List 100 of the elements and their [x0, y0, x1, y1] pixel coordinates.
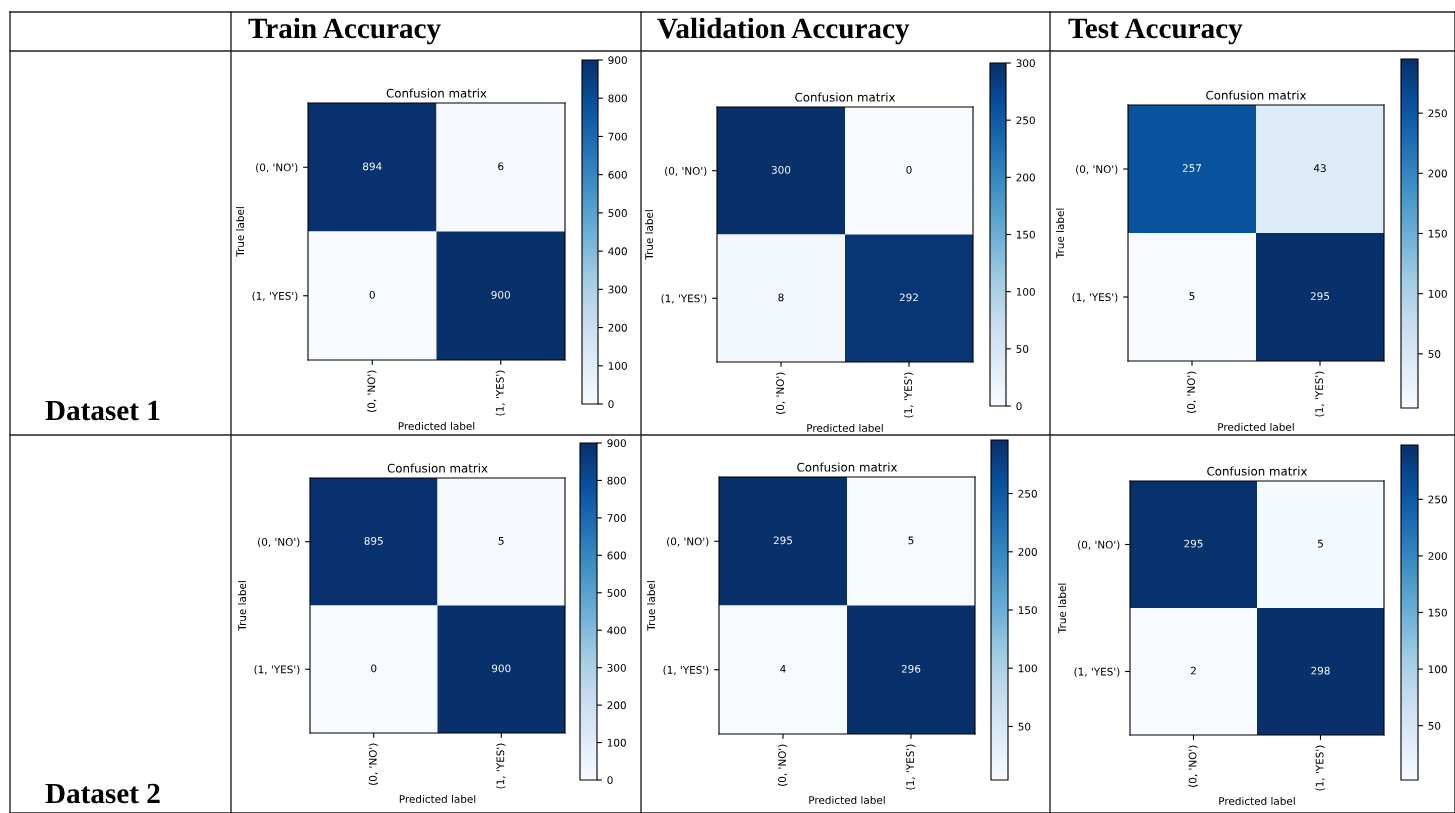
color-bar-label: 100	[608, 362, 627, 370]
color-bar-label: 0	[607, 776, 613, 785]
data-label: 2	[1190, 666, 1196, 675]
x-tick-label: (0, 'NO')	[1186, 371, 1197, 413]
color-bar-label: 250	[1428, 109, 1447, 118]
y-axis-title: True label	[235, 207, 245, 257]
color-bar-label: 250	[1018, 489, 1037, 498]
y-axis-title: True label	[644, 210, 654, 260]
color-bar-label: 100	[1018, 664, 1037, 673]
chart-title: Confusion matrix	[795, 92, 896, 102]
color-bar-label: 800	[608, 94, 627, 103]
data-label: 6	[498, 162, 504, 171]
color-bar-label: 100	[607, 738, 626, 747]
data-label: 0	[906, 165, 912, 174]
data-label: 8	[778, 293, 784, 302]
chart-title: Confusion matrix	[386, 88, 487, 98]
y-tick-label: (1, 'YES')	[252, 291, 298, 302]
data-label: 0	[369, 290, 375, 299]
y-tick-label: (0, 'NO')	[667, 537, 709, 547]
x-tick-label: (0, 'NO')	[1188, 745, 1198, 787]
y-tick-label: (0, 'NO')	[256, 163, 298, 173]
data-label: 4	[780, 665, 786, 673]
data-label: 900	[491, 664, 511, 673]
y-tick-label: (1, 'YES')	[661, 294, 707, 304]
data-label: 43	[1313, 164, 1326, 173]
color-bar-label: 800	[607, 476, 626, 485]
color-bar-label: 400	[607, 626, 626, 635]
color-bar-label: 150	[1428, 608, 1447, 617]
x-tick-label: (1, 'YES')	[495, 370, 505, 416]
chart-title: Confusion matrix	[1206, 90, 1307, 100]
color-bar-label: 0	[608, 400, 614, 409]
data-label: 5	[908, 536, 914, 545]
y-tick-label: (0, 'NO')	[1078, 540, 1120, 550]
x-axis-title: Predicted label	[399, 794, 476, 803]
data-label: 5	[1189, 292, 1195, 301]
y-axis-title: True label	[646, 581, 656, 631]
color-bar-label: 100	[1016, 287, 1035, 296]
color-bar-label: 500	[607, 589, 626, 597]
data-label: 296	[901, 664, 921, 673]
color-bar-label: 300	[608, 285, 627, 294]
data-label: 300	[771, 165, 791, 174]
color-bar-label: 50	[1428, 721, 1441, 730]
color-bar-label: 700	[607, 514, 626, 522]
data-label: 292	[899, 293, 918, 302]
text: Validation Accuracy	[657, 17, 910, 45]
x-tick-label: (0, 'NO')	[775, 372, 786, 414]
data-label: 298	[1311, 666, 1330, 675]
color-bar-label: 50	[1016, 345, 1029, 353]
x-tick-label: (1, 'YES')	[1314, 371, 1325, 417]
color-bar-label: 200	[607, 701, 626, 710]
color-bar-label: 200	[608, 323, 627, 332]
y-axis-title: True label	[237, 581, 247, 631]
color-bar-label: 150	[1016, 230, 1035, 239]
y-tick-label: (1, 'YES')	[1072, 293, 1118, 303]
color-bar-label: 400	[608, 247, 627, 256]
x-axis-title: Predicted label	[807, 423, 883, 432]
chart-title: Confusion matrix	[387, 463, 488, 473]
text: Train Accuracy	[248, 17, 441, 45]
data-label: 5	[498, 537, 504, 545]
color-bar-label: 300	[607, 663, 626, 672]
data-label: 295	[773, 536, 793, 545]
y-tick-label: (0, 'NO')	[665, 166, 707, 177]
color-bar-label: 0	[1016, 402, 1022, 411]
color-bar-label: 150	[1018, 606, 1037, 615]
y-tick-label: (0, 'NO')	[1076, 165, 1118, 175]
data-label: 5	[1317, 539, 1323, 548]
color-bar-label: 50	[1428, 350, 1441, 358]
chart-title: Confusion matrix	[1207, 466, 1308, 476]
text: Test Accuracy	[1068, 18, 1243, 45]
x-tick-label: (1, 'YES')	[903, 372, 914, 418]
data-label: 900	[491, 290, 510, 299]
x-axis-title: Predicted label	[809, 795, 885, 804]
color-bar-label: 200	[1428, 552, 1447, 561]
color-bar-label: 200	[1018, 548, 1037, 556]
color-bar-label: 250	[1428, 495, 1447, 504]
y-tick-label: (1, 'YES')	[254, 665, 300, 675]
color-bar-label: 600	[607, 551, 626, 560]
y-tick-label: (0, 'NO')	[258, 537, 300, 548]
color-bar-label: 300	[1016, 59, 1035, 68]
x-tick-label: (1, 'YES')	[496, 743, 506, 789]
y-axis-title: True label	[1055, 208, 1065, 259]
data-label: 295	[1310, 292, 1330, 301]
color-bar-label: 100	[1428, 289, 1447, 298]
color-bar-label: 500	[608, 209, 627, 217]
y-tick-label: (1, 'YES')	[1074, 667, 1120, 677]
y-axis-title: True label	[1057, 583, 1067, 634]
x-tick-label: (0, 'NO')	[777, 744, 788, 786]
x-axis-title: Predicted label	[1219, 796, 1295, 805]
chart-title: Confusion matrix	[797, 462, 898, 472]
color-bar-label: 50	[1018, 722, 1031, 731]
x-tick-label: (0, 'NO')	[368, 743, 378, 785]
x-tick-label: (0, 'NO')	[367, 370, 377, 412]
data-label: 295	[1184, 539, 1203, 548]
x-axis-title: Predicted label	[1218, 422, 1294, 431]
color-bar-label: 600	[608, 170, 627, 179]
color-bar-label: 900	[608, 56, 627, 65]
data-label: 895	[364, 536, 383, 545]
color-bar-label: 900	[607, 439, 626, 448]
color-bar-label: 150	[1428, 229, 1447, 238]
data-label: 894	[363, 162, 382, 171]
